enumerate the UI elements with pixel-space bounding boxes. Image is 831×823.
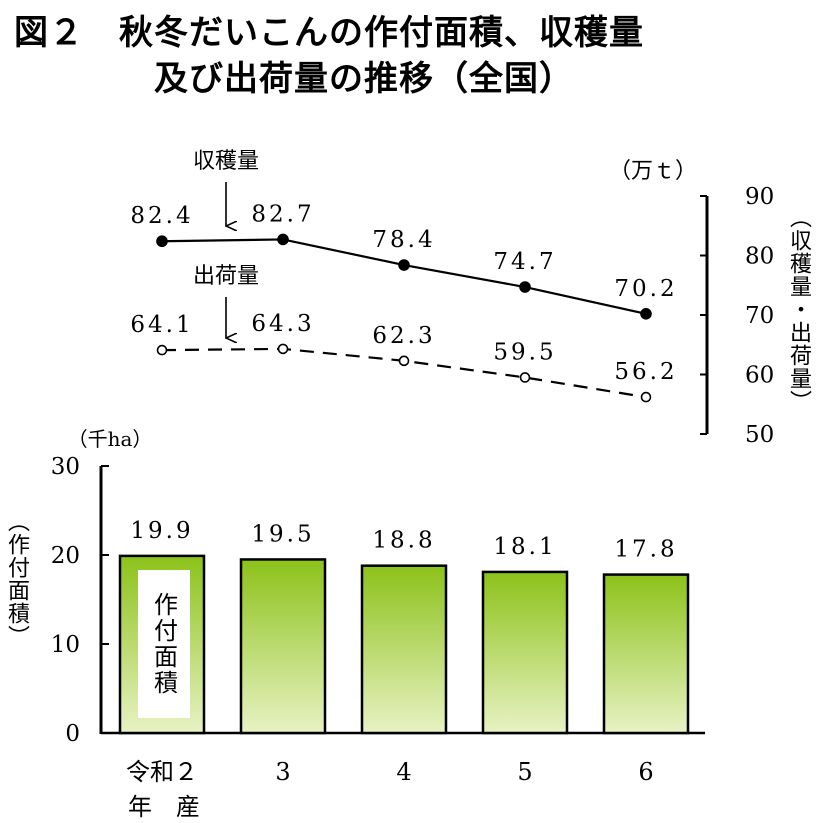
chart-title-line1: 図２ 秋冬だいこんの作付面積、収穫量	[14, 13, 644, 53]
x-category-sub-label: 年 産	[128, 793, 200, 821]
bar-y-tick-label: 10	[51, 632, 80, 658]
line-chart-unit: （万ｔ）	[609, 159, 697, 184]
shipment-data-label: 64.3	[251, 311, 314, 337]
harvest-data-label: 82.4	[130, 203, 193, 229]
line-y-tick-label: 70	[745, 303, 774, 329]
area-bar	[360, 564, 448, 735]
harvest-point	[277, 233, 289, 246]
shipment-point	[277, 343, 289, 355]
line-y-tick-label: 60	[745, 363, 774, 389]
bar-chart-ylabel: （作付面積）	[4, 510, 29, 648]
bar-data-label: 17.8	[614, 537, 677, 563]
x-category-label: 令和２	[126, 758, 198, 786]
harvest-point	[156, 235, 168, 248]
harvest-data-label: 70.2	[614, 276, 677, 302]
line-chart-y-axis: 90 80 70 60 50	[700, 184, 774, 448]
x-category-label: 6	[638, 758, 653, 786]
chart-title-line2: 及び出荷量の推移（全国）	[154, 59, 574, 99]
area-bar	[602, 573, 690, 735]
harvest-point	[398, 259, 410, 271]
area-bar	[239, 558, 327, 735]
harvest-data-label: 78.4	[372, 227, 435, 253]
shipment-point	[519, 372, 531, 383]
x-category-label: 3	[275, 758, 290, 786]
bar-data-label: 19.5	[251, 521, 314, 547]
x-category-label: 5	[517, 758, 532, 786]
shipment-point	[398, 355, 410, 367]
bar-y-tick-label: 20	[51, 543, 80, 569]
line-y-tick-label: 80	[745, 244, 774, 270]
shipment-data-label: 59.5	[493, 339, 556, 365]
shipment-data-label: 64.1	[130, 312, 193, 338]
bar-data-label: 18.1	[493, 534, 556, 560]
harvest-data-label: 82.7	[251, 201, 314, 227]
bar-data-label: 19.9	[130, 518, 193, 544]
shipment-data-label: 56.2	[614, 359, 677, 385]
line-y-tick-label: 90	[745, 184, 774, 210]
bar-data-label: 18.8	[372, 528, 435, 554]
x-category-label: 4	[396, 758, 411, 786]
shipment-point	[640, 391, 652, 403]
bar-chart-unit: （千ha）	[68, 427, 153, 451]
area-bar	[481, 570, 569, 735]
harvest-point	[519, 281, 531, 293]
line-y-tick-label: 50	[745, 422, 774, 448]
shipment-point	[156, 344, 168, 356]
shipment-annotation: 出荷量	[193, 264, 259, 289]
bar-y-tick-label: 30	[51, 454, 80, 480]
bar-series-label: 作付面積	[138, 570, 190, 718]
shipment-data-label: 62.3	[372, 323, 435, 349]
harvest-point	[640, 308, 652, 320]
bar-y-tick-label: 0	[65, 721, 80, 747]
harvest-data-label: 74.7	[493, 249, 556, 275]
chart-title: 図２ 秋冬だいこんの作付面積、収穫量 及び出荷量の推移（全国）	[14, 10, 644, 102]
line-chart-ylabel: （収穫量・出荷量）	[786, 206, 811, 413]
harvest-annotation: 収穫量	[193, 149, 259, 174]
